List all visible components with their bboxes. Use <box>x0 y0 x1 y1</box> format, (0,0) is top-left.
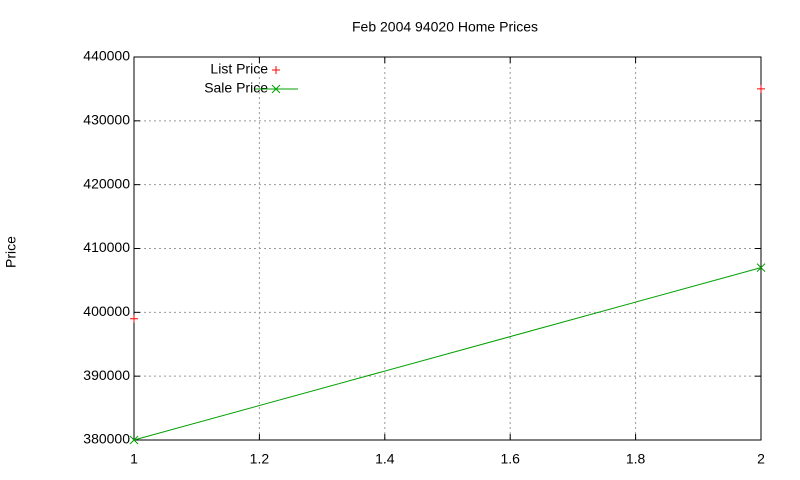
y-tick-label: 420000 <box>83 175 130 191</box>
y-axis-label: Price <box>3 236 19 268</box>
data-point <box>130 314 138 323</box>
chart-title: Feb 2004 94020 Home Prices <box>352 19 538 35</box>
legend-marker <box>271 84 281 94</box>
data-point <box>757 84 765 93</box>
legend-label: Sale Price <box>204 80 268 96</box>
y-tick-label: 390000 <box>83 367 130 383</box>
x-tick-label: 1.6 <box>500 451 520 467</box>
y-tick-label: 380000 <box>83 431 130 447</box>
x-tick-label: 2 <box>757 451 765 467</box>
legend-label: List Price <box>210 61 268 77</box>
x-tick-label: 1.8 <box>626 451 646 467</box>
series-line <box>133 267 762 441</box>
y-tick-label: 430000 <box>83 112 130 128</box>
y-tick-label: 440000 <box>83 48 130 64</box>
x-tick-label: 1.4 <box>375 451 395 467</box>
plot-frame <box>133 56 762 441</box>
x-tick-label: 1.2 <box>250 451 270 467</box>
y-tick-label: 410000 <box>83 239 130 255</box>
x-tick-label: 1 <box>130 451 138 467</box>
legend-marker <box>272 66 280 74</box>
data-point <box>129 435 139 445</box>
y-tick-label: 400000 <box>83 303 130 319</box>
data-point <box>756 263 766 273</box>
